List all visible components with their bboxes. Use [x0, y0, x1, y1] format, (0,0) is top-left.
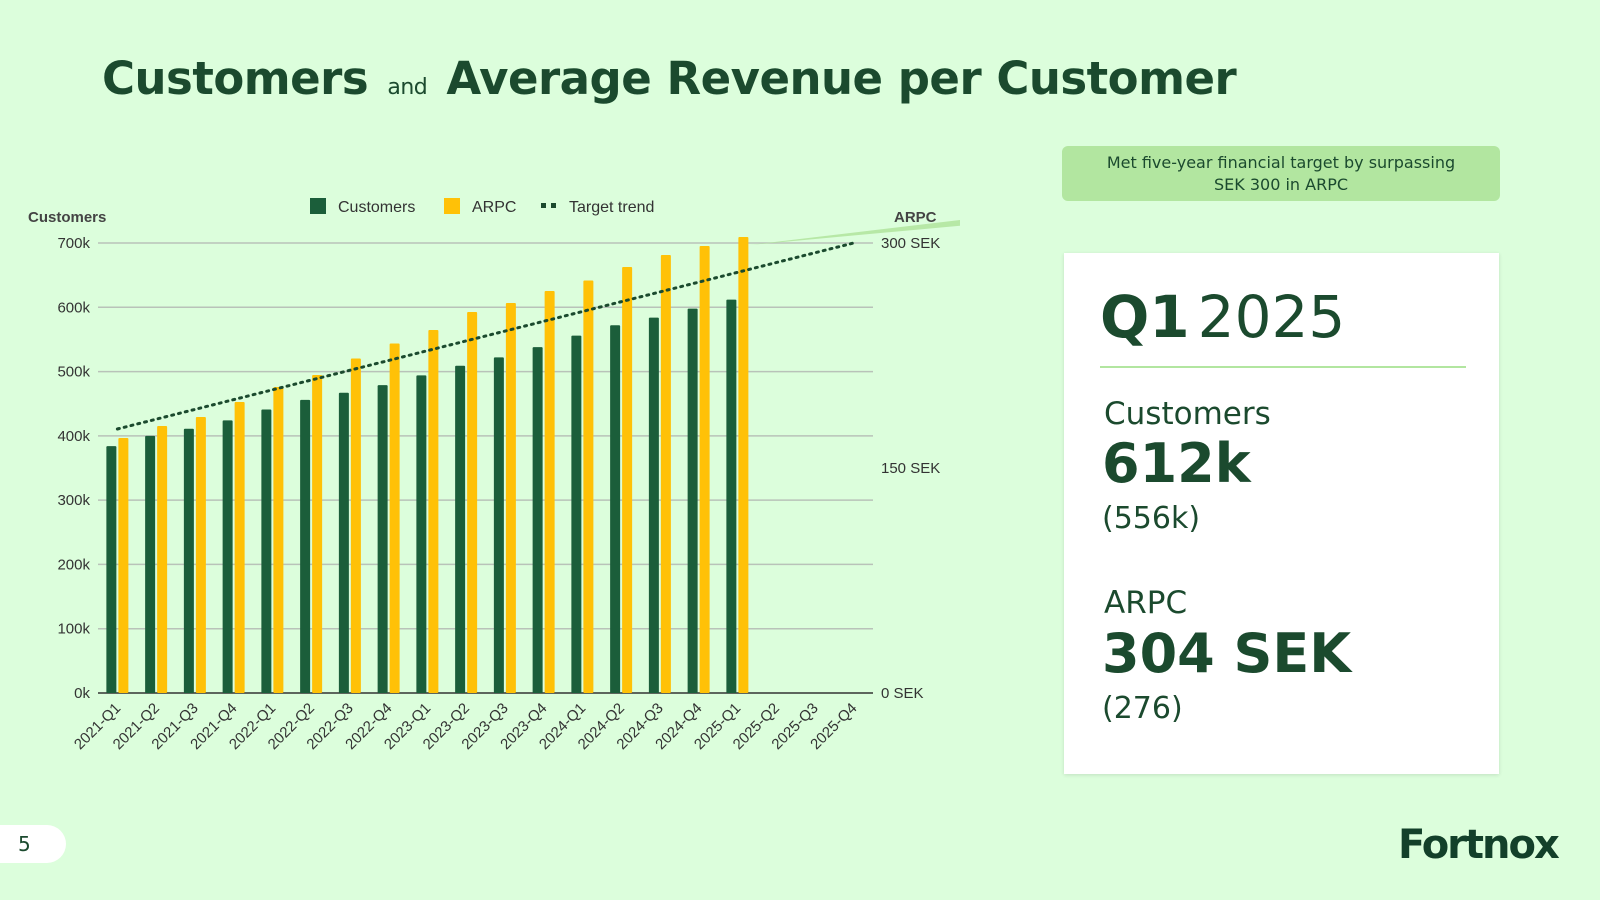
bar-customers-customers-14: [648, 317, 659, 693]
bar-arpc-10: [505, 303, 516, 693]
legend-label-1: ARPC: [472, 199, 516, 216]
y-axis-left-title: Customers: [28, 209, 106, 226]
page-number: 5: [0, 825, 66, 863]
bar-customers-customers-11: [532, 347, 543, 693]
bar-arpc-2: [195, 417, 206, 693]
bar-arpc-16: [738, 237, 749, 693]
bar-arpc-9: [467, 312, 478, 693]
target-trend-line: [115, 241, 856, 431]
legend-dot-a-2: [541, 203, 546, 208]
legend-label-2: Target trend: [569, 199, 654, 216]
kpi-customers-label: Customers: [1104, 396, 1271, 432]
bar-arpc-7: [389, 343, 400, 693]
bar-arpc-5: [312, 375, 323, 693]
y-tick-left-3: 300k: [57, 492, 90, 509]
y-tick-right-2: 300 SEK: [881, 235, 940, 252]
kpi-period: Q1 2025: [1100, 283, 1345, 351]
y-tick-left-0: 0k: [74, 685, 90, 702]
bar-arpc-12: [583, 280, 594, 693]
bar-customers-customers-2: [183, 428, 194, 693]
bar-customers-customers-6: [338, 392, 349, 693]
bar-customers-customers-15: [687, 308, 698, 693]
y-tick-left-2: 200k: [57, 556, 90, 573]
bar-customers-customers-3: [222, 420, 233, 693]
y-tick-left-1: 100k: [57, 621, 90, 638]
bar-customers-customers-0: [106, 446, 117, 693]
y-tick-left-6: 600k: [57, 299, 90, 316]
bar-customers-customers-9: [455, 365, 466, 693]
bar-customers-customers-1: [145, 435, 156, 693]
kpi-customers-value: 612k: [1102, 432, 1251, 495]
kpi-arpc-value: 304 SEK: [1102, 622, 1352, 685]
y-tick-left-7: 700k: [57, 235, 90, 252]
y-tick-left-5: 500k: [57, 364, 90, 381]
bar-arpc-0: [118, 438, 129, 693]
kpi-year: 2025: [1197, 283, 1346, 351]
legend-label-0: Customers: [338, 199, 415, 216]
kpi-card: Q1 2025 Customers 612k (556k) ARPC 304 SE…: [1064, 253, 1499, 774]
y-axis-right-title: ARPC: [894, 209, 937, 226]
title-arpc: Average Revenue per Customer: [446, 52, 1237, 105]
kpi-quarter: Q1: [1100, 283, 1190, 351]
fortnox-logo: Fortnox: [1398, 822, 1560, 868]
bar-customers-customers-16: [726, 299, 737, 693]
customers-arpc-chart: 0k 100k 200k 300k 400k 500k 600k 700k 0 SEK 150 S…: [28, 198, 960, 753]
bar-arpc-4: [273, 387, 284, 693]
kpi-customers-prev: (556k): [1102, 501, 1201, 536]
kpi-arpc-label: ARPC: [1104, 585, 1188, 621]
bar-arpc-1: [157, 426, 168, 693]
bar-customers-customers-13: [610, 325, 621, 693]
kpi-divider: [1100, 366, 1466, 368]
legend-swatch-0: [310, 198, 326, 214]
y-tick-right-1: 150 SEK: [881, 460, 940, 477]
bar-customers-customers-8: [416, 375, 427, 693]
title-customers: Customers: [102, 52, 369, 105]
legend-dot-b-2: [551, 203, 556, 208]
bar-customers-customers-10: [493, 357, 504, 693]
bar-customers-customers-4: [261, 409, 272, 693]
bar-arpc-6: [350, 358, 361, 693]
bar-arpc-11: [544, 291, 555, 693]
kpi-arpc-prev: (276): [1102, 691, 1183, 726]
callout-text: Met five-year financial target by surpas…: [1106, 152, 1456, 194]
bar-arpc-15: [699, 246, 710, 693]
bar-arpc-14: [660, 255, 671, 693]
y-tick-right-0: 0 SEK: [881, 685, 924, 702]
bar-arpc-8: [428, 330, 439, 693]
bar-arpc-3: [234, 402, 245, 693]
bar-customers-customers-7: [377, 385, 388, 693]
y-tick-left-4: 400k: [57, 428, 90, 445]
target-callout: Met five-year financial target by surpas…: [1062, 146, 1500, 201]
bar-arpc-13: [622, 267, 633, 693]
title-and: and: [387, 75, 428, 100]
slide-title: Customers and Average Revenue per Custom…: [102, 52, 1237, 105]
legend-swatch-1: [444, 198, 460, 214]
bar-customers-customers-12: [571, 335, 582, 693]
bar-customers-customers-5: [300, 399, 311, 693]
